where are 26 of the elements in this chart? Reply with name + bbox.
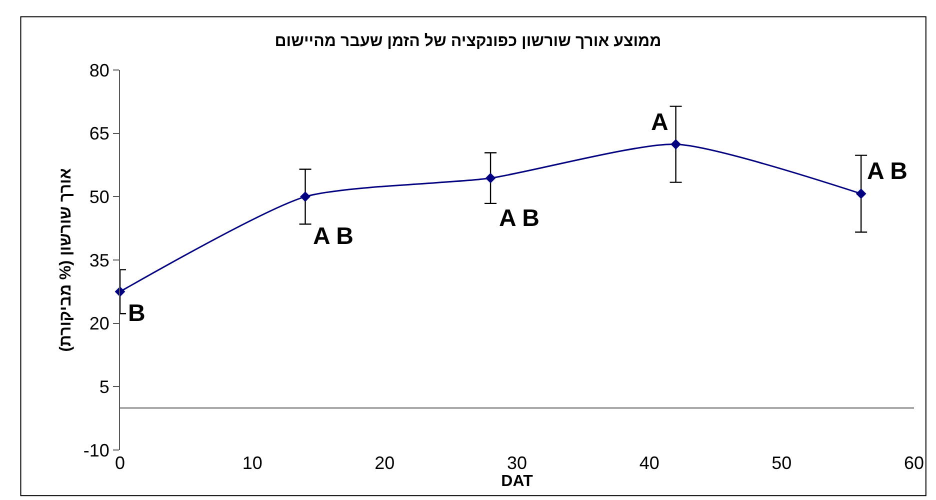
point [670, 139, 681, 150]
y-tick-label: 80 [89, 60, 110, 80]
x-axis-title: DAT [501, 473, 534, 490]
y-axis-title: אורך שורשון (% מביקורת) [57, 168, 74, 352]
point [856, 188, 866, 199]
chart-title: ממוצע אורך שורשון כפונקציה של הזמן שעבר מהיישום [274, 32, 662, 50]
annotation: A B [499, 205, 540, 232]
annotation: A B [867, 158, 908, 185]
annotation: A [651, 109, 668, 136]
y-tick-label: 35 [89, 250, 110, 270]
annotation: B [128, 300, 146, 327]
x-tick-label: 60 [904, 453, 924, 473]
point [300, 191, 310, 202]
y-tick-label: 65 [89, 124, 110, 144]
y-tick-label: 50 [89, 186, 110, 207]
x-tick-label: 50 [772, 453, 792, 473]
annotation: A B [313, 223, 354, 250]
y-tick-label: 5 [99, 376, 110, 397]
x-tick-label: 30 [506, 453, 528, 473]
x-tick-label: 0 [114, 453, 126, 473]
x-tick-label: 10 [242, 453, 262, 473]
y-tick-label: 20 [89, 314, 110, 334]
y-tick-label: -10 [83, 440, 110, 460]
x-tick-label: 40 [639, 453, 660, 473]
point [485, 172, 496, 184]
x-tick-label: 20 [374, 453, 395, 473]
